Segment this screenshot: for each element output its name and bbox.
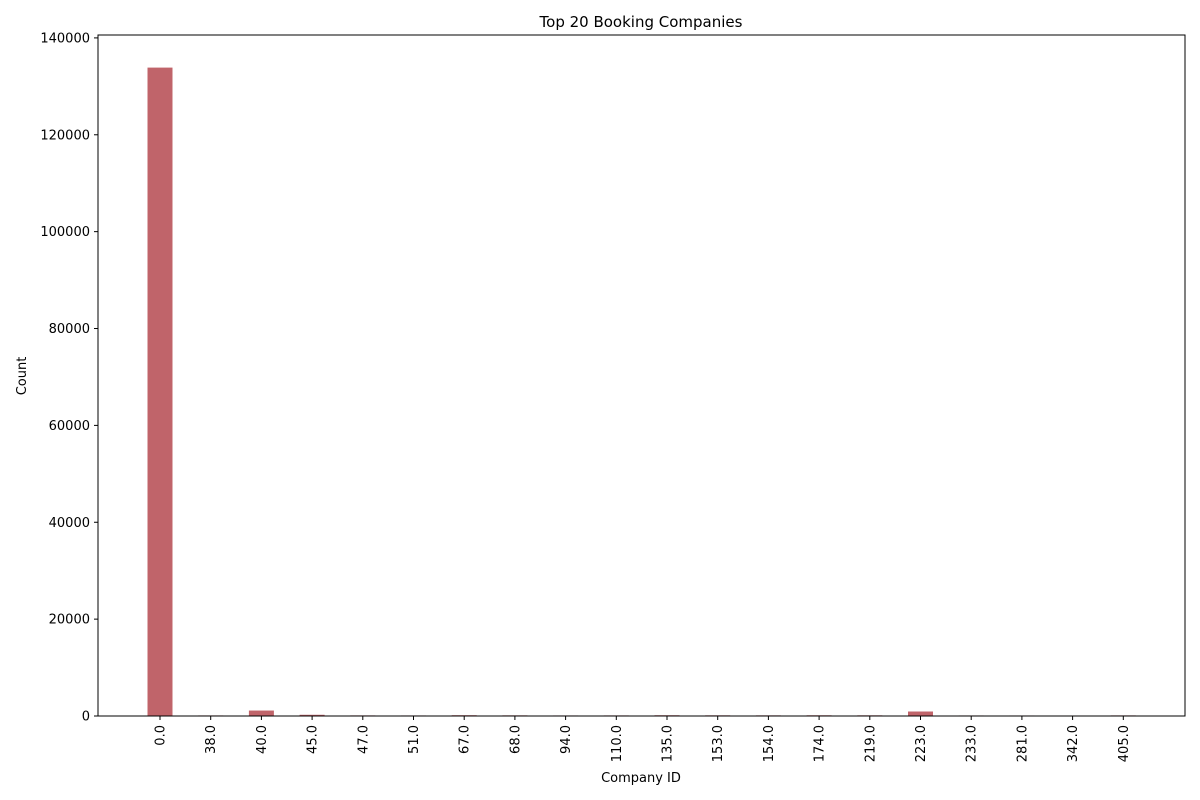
y-tick-label: 20000 xyxy=(49,613,90,628)
y-tick-label: 80000 xyxy=(49,322,90,337)
x-tick-label: 47.0 xyxy=(356,725,371,754)
axes-frame xyxy=(97,34,1186,717)
y-tick-label: 140000 xyxy=(40,31,90,46)
x-tick-label: 94.0 xyxy=(559,725,574,754)
chart-title: Top 20 Booking Companies xyxy=(539,13,743,31)
x-tick-label: 154.0 xyxy=(762,725,777,762)
bar-0.0 xyxy=(147,67,173,717)
y-tick-label: 100000 xyxy=(40,225,90,240)
x-tick-label: 51.0 xyxy=(407,725,422,754)
x-tick-label: 38.0 xyxy=(204,725,219,754)
x-tick-label: 40.0 xyxy=(255,725,270,754)
y-axis-label: Count xyxy=(15,357,30,396)
bar-40.0 xyxy=(248,710,274,716)
x-tick-label: 281.0 xyxy=(1015,725,1030,762)
x-tick-label: 45.0 xyxy=(306,725,321,754)
x-tick-label: 67.0 xyxy=(458,725,473,754)
x-tick-label: 342.0 xyxy=(1066,725,1081,762)
x-tick-label: 153.0 xyxy=(711,725,726,762)
x-tick-label: 174.0 xyxy=(813,725,828,762)
bar-45.0 xyxy=(299,714,325,716)
x-tick-label: 68.0 xyxy=(508,725,523,754)
x-tick-label: 223.0 xyxy=(914,725,929,762)
y-tick-label: 40000 xyxy=(49,516,90,531)
plot-area: 0 20000 40000 60000 80000 100000 120000 140000 0… xyxy=(40,31,1186,762)
x-tick-label: 135.0 xyxy=(661,725,676,762)
x-tick-label: 405.0 xyxy=(1117,725,1132,762)
x-tick-label: 219.0 xyxy=(863,725,878,762)
x-axis-label: Company ID xyxy=(601,771,681,786)
x-tick-label: 233.0 xyxy=(965,725,980,762)
y-tick-label: 120000 xyxy=(40,128,90,143)
y-tick-label: 60000 xyxy=(49,419,90,434)
bar-223.0 xyxy=(908,711,933,716)
x-tick-label: 0.0 xyxy=(154,725,169,746)
x-tick-label: 110.0 xyxy=(610,725,625,762)
y-tick-label: 0 xyxy=(82,710,90,725)
